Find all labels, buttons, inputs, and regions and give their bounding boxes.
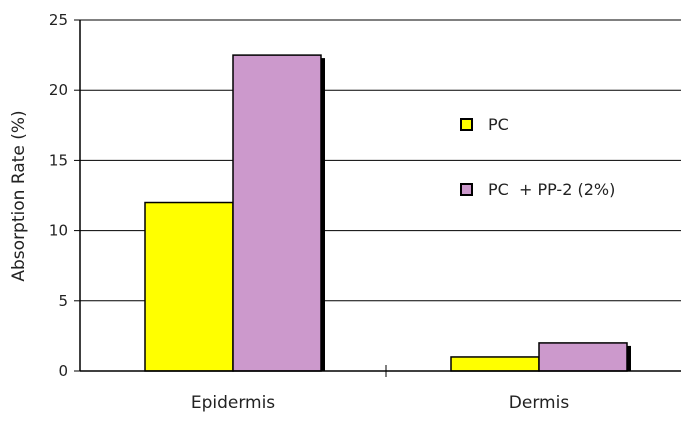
legend-swatch	[460, 118, 473, 131]
y-axis-label: Absorption Rate (%)	[9, 110, 29, 281]
legend: PC PC + PP-2 (2%)	[460, 115, 615, 199]
category-label: Dermis	[509, 393, 570, 413]
y-tick-label: 20	[49, 81, 68, 99]
y-tick-labels: 0 5 10 15 20 25	[49, 11, 68, 380]
legend-label: PC + PP-2 (2%)	[488, 180, 615, 199]
bar-dermis-series-1	[450, 356, 540, 372]
bar-dermis-series-2	[538, 342, 628, 372]
y-tick-label: 10	[49, 222, 68, 240]
category-labels: Epidermis Dermis	[191, 393, 569, 413]
bars	[144, 54, 631, 372]
legend-swatch	[460, 183, 473, 196]
bar-epidermis-series-2	[232, 54, 322, 372]
y-tick-label: 25	[49, 11, 68, 29]
y-tick-label: 0	[58, 362, 68, 380]
legend-label: PC	[488, 115, 509, 134]
y-tick-label: 15	[49, 151, 68, 169]
bar-epidermis-series-1	[144, 201, 234, 372]
y-tick-label: 5	[58, 292, 68, 310]
category-label: Epidermis	[191, 393, 275, 413]
axes	[79, 20, 681, 377]
